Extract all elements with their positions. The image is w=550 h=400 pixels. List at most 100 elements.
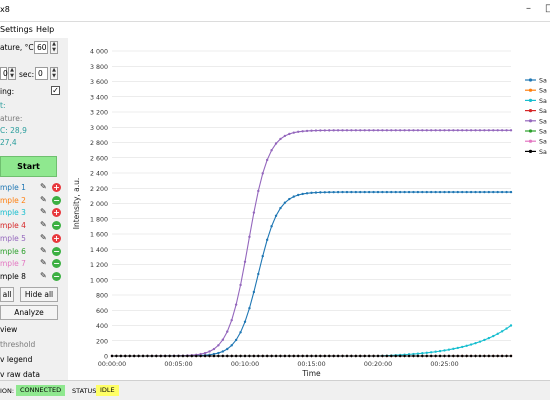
legend-marker	[528, 78, 533, 82]
data-point	[310, 354, 313, 358]
y-tick-label: 3 200	[90, 110, 108, 117]
data-point	[292, 354, 295, 358]
data-point	[394, 354, 397, 358]
control-panel: ature, °C: 60 ▲ ▼ 0 ▲ ▼ sec: 0 ▲ ▼ ing: ✓ t…	[0, 38, 68, 380]
legend-marker	[528, 98, 533, 102]
sample-1-label[interactable]: mple 1	[0, 183, 26, 192]
sample-5-label[interactable]: mple 5	[0, 233, 26, 243]
add-circle-icon[interactable]: +	[52, 208, 61, 218]
menu-help[interactable]: Help	[36, 25, 55, 34]
data-point	[274, 214, 278, 217]
pencil-icon[interactable]: ✎	[40, 245, 47, 255]
sample-7-label[interactable]: mple 7	[0, 259, 26, 269]
minimize-icon[interactable]: –	[526, 3, 531, 14]
remove-circle-icon[interactable]: −	[52, 246, 61, 256]
data-point	[137, 354, 140, 358]
data-point	[483, 338, 486, 342]
analyze-button[interactable]: Analyze	[0, 305, 58, 320]
data-point	[115, 354, 118, 358]
data-point	[350, 129, 353, 132]
data-point	[461, 129, 464, 132]
sample-3-label[interactable]: mple 3	[0, 208, 26, 218]
data-point	[221, 354, 225, 358]
data-point	[279, 206, 282, 210]
option-legend[interactable]: v legend	[0, 355, 33, 364]
data-point	[359, 129, 362, 132]
heating-checkbox[interactable]: ✓	[51, 86, 60, 95]
data-point	[438, 129, 442, 132]
remove-circle-icon[interactable]: −	[52, 195, 61, 205]
data-point	[474, 354, 477, 358]
data-point	[425, 129, 428, 132]
data-point	[509, 354, 513, 358]
legend-label: Sa	[539, 139, 547, 146]
data-point	[146, 354, 149, 358]
data-point	[416, 354, 420, 358]
data-point	[412, 129, 415, 132]
arrow-down-icon[interactable]: ▼	[52, 46, 56, 53]
time-min-stepper[interactable]: ▲ ▼	[8, 67, 16, 80]
data-point	[119, 354, 123, 358]
remove-circle-icon[interactable]: −	[52, 271, 61, 281]
arrow-up-icon[interactable]: ▲	[10, 67, 14, 73]
data-point	[381, 354, 384, 358]
data-point	[328, 354, 331, 358]
data-point	[252, 354, 256, 358]
data-point	[456, 346, 459, 350]
add-circle-icon[interactable]: +	[52, 233, 61, 243]
legend-marker	[528, 109, 533, 113]
add-circle-icon[interactable]: +	[52, 183, 61, 192]
menu-settings[interactable]: Settings	[0, 25, 33, 34]
pencil-icon[interactable]: ✎	[40, 194, 47, 204]
remove-circle-icon[interactable]: −	[52, 221, 61, 231]
data-point	[438, 349, 442, 353]
arrow-down-icon[interactable]: ▼	[10, 72, 14, 79]
option-threshold[interactable]: threshold	[0, 340, 36, 349]
data-point	[496, 332, 499, 336]
sample-4-label[interactable]: mple 4	[0, 221, 26, 231]
y-tick-label: 200	[96, 338, 108, 345]
arrow-up-icon[interactable]: ▲	[52, 41, 56, 47]
pencil-icon[interactable]: ✎	[40, 220, 47, 230]
legend-label: Sa	[539, 98, 547, 105]
show-all-button[interactable]: all	[0, 287, 14, 302]
data-point	[288, 354, 291, 358]
pencil-icon[interactable]: ✎	[40, 232, 47, 242]
option-view[interactable]: view	[0, 325, 18, 334]
start-button[interactable]: Start	[0, 156, 57, 177]
time-min-input[interactable]: 0	[0, 67, 8, 80]
arrow-down-icon[interactable]: ▼	[52, 72, 56, 79]
data-point	[487, 129, 491, 132]
y-tick-label: 2 200	[90, 186, 108, 193]
data-point	[363, 190, 366, 194]
data-point	[257, 189, 260, 193]
pencil-icon[interactable]: ✎	[40, 270, 47, 280]
data-point	[159, 354, 162, 358]
intensity-chart[interactable]: 0 200 400 600 800 1 000 1 200 1 400 1 600 1 800 2 …	[68, 38, 550, 380]
time-sec-input[interactable]: 0	[35, 67, 48, 80]
pencil-icon[interactable]: ✎	[40, 207, 47, 217]
temperature-stepper[interactable]: ▲ ▼	[50, 41, 58, 54]
legend-marker	[528, 149, 533, 153]
data-point	[150, 354, 154, 358]
data-point	[234, 303, 238, 306]
data-point	[310, 129, 313, 132]
data-point	[478, 190, 482, 194]
maximize-icon[interactable]: □	[545, 3, 550, 14]
data-point	[297, 193, 300, 197]
hide-all-button[interactable]: Hide all	[20, 287, 58, 302]
pencil-icon[interactable]: ✎	[40, 258, 47, 268]
sample-6-label[interactable]: mple 6	[0, 246, 26, 256]
sample-2-label[interactable]: mple 2	[0, 195, 26, 205]
arrow-up-icon[interactable]: ▲	[52, 67, 56, 73]
data-point	[461, 345, 464, 349]
pencil-icon[interactable]: ✎	[40, 182, 47, 191]
remove-circle-icon[interactable]: −	[52, 259, 61, 269]
sample-8-label[interactable]: mple 8	[0, 271, 26, 281]
option-raw-data[interactable]: v raw data	[0, 370, 40, 379]
time-sec-stepper[interactable]: ▲ ▼	[50, 67, 58, 80]
data-point	[261, 254, 264, 258]
data-point	[385, 190, 389, 194]
temperature-input[interactable]: 60	[34, 41, 48, 54]
data-point	[164, 354, 167, 358]
